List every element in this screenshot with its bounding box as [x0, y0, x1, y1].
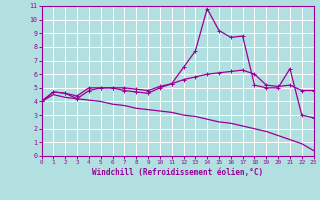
X-axis label: Windchill (Refroidissement éolien,°C): Windchill (Refroidissement éolien,°C)	[92, 168, 263, 177]
